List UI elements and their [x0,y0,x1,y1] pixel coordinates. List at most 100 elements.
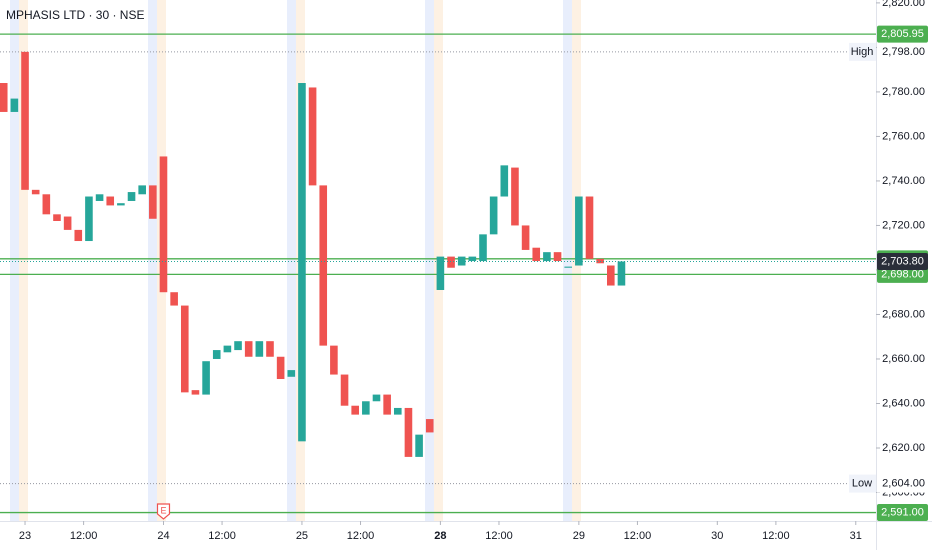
event-marker [156,503,171,520]
low-name-bg [849,474,876,493]
level-label-bg [877,25,928,43]
candles [0,51,626,457]
candle-body [575,196,583,266]
candle-body [308,87,317,186]
high-label-bg [877,42,932,61]
x-tick-label: 25 [296,530,308,542]
candle-body [564,266,573,268]
candle-body [10,98,19,112]
x-tick-label: 12:00 [70,530,98,542]
last-price-label-bg [877,253,928,271]
candle-body [319,185,328,346]
x-tick-label: 29 [573,530,585,542]
candle-body [234,341,242,351]
candle-body [447,256,455,268]
candle-body [521,225,530,250]
candle-body [74,229,83,242]
y-tick-label: 2,660.00 [882,353,925,365]
level-label: 2,805.95 [881,28,924,40]
candle-body [202,361,210,395]
candle-body [63,216,72,230]
candle-body [244,341,253,357]
candle-body [393,407,402,415]
candle-body [95,194,104,201]
level-label: 2,698.00 [881,268,924,280]
low-label-bg [877,474,932,493]
candle-body [170,292,178,306]
session-band [425,0,434,521]
session-band [148,0,157,521]
candle-body [223,345,232,353]
candle-body [511,167,519,226]
candle-body [479,234,487,262]
candle-body [351,405,359,415]
candle-body [436,256,445,290]
session-band [19,0,28,521]
x-tick-label: 12:00 [347,530,375,542]
candle-body [607,265,615,286]
candle-body [500,165,509,197]
candle-body [212,350,221,359]
level-label-bg [877,265,928,283]
x-tick-label: 23 [19,530,31,542]
high-label: 2,798.00 [882,46,925,58]
x-tick-label: 12:00 [762,530,790,542]
candle-body [287,370,296,377]
candle-body [117,203,125,206]
candle-body [0,83,8,112]
candle-body [276,356,285,380]
y-tick-label: 2,640.00 [882,397,925,409]
candle-body [585,196,594,259]
event-label: E [160,505,166,515]
session-band [287,0,296,521]
candle-body [191,390,200,395]
candle-body [85,196,93,242]
y-tick-label: 2,720.00 [882,219,925,231]
candle-body [489,196,498,235]
candle-body [617,261,626,286]
candle-body [553,252,562,262]
candle-body [266,341,274,357]
candle-body [149,185,157,219]
x-tick-label: 28 [434,530,446,542]
candle-body [298,83,306,442]
candle-body [330,345,338,375]
y-tick-label: 2,820.00 [882,0,925,9]
high-name: High [851,46,874,58]
candle-body [138,185,146,195]
candle-body [53,214,61,221]
candle-body [457,256,466,266]
last-price-label: 2,703.80 [881,255,924,267]
x-tick-label: 31 [850,530,862,542]
candle-body [340,374,349,406]
candle-body [415,434,423,457]
level-label: 2,591.00 [881,506,924,518]
candle-body [362,401,370,415]
candle-body [404,407,413,457]
candle-body [180,305,189,393]
candle-body [31,189,40,195]
x-tick-label: 30 [711,530,723,542]
session-band [10,0,19,521]
candle-body [425,419,434,433]
candle-body [21,51,29,190]
candle-body [532,247,541,262]
y-tick-label: 2,740.00 [882,175,925,187]
candle-body [159,156,168,293]
chart-title: MPHASIS LTD · 30 · NSE [6,8,144,22]
low-label: 2,604.00 [882,478,925,490]
candle-body [543,252,551,262]
x-tick-label: 12:00 [624,530,652,542]
low-name: Low [852,478,872,490]
x-tick-label: 12:00 [208,530,236,542]
candle-body [255,341,264,357]
y-tick-label: 2,760.00 [882,130,925,142]
level-label-bg [877,504,928,522]
candle-body [127,192,136,201]
y-tick-label: 2,620.00 [882,442,925,454]
candle-body [372,394,381,402]
candle-body [383,394,391,415]
candle-body [42,194,51,215]
high-name-bg [849,42,876,61]
